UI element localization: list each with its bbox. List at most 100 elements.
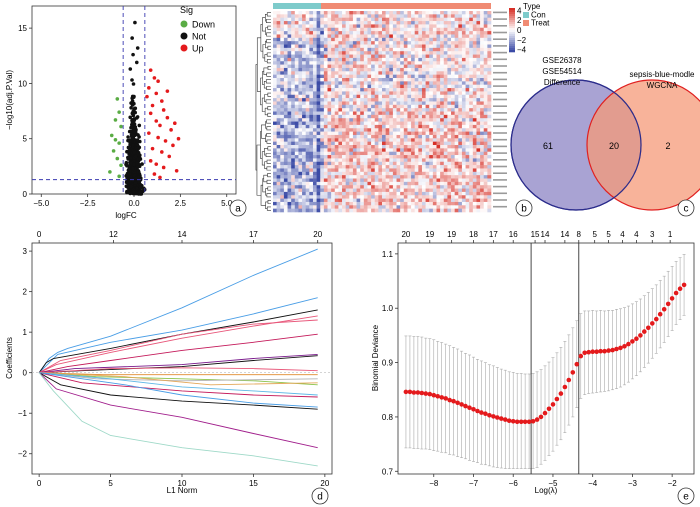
heatmap-cell (288, 138, 292, 142)
heatmap-cell (346, 68, 350, 72)
heatmap-cell (298, 118, 302, 122)
heatmap-cell (284, 78, 288, 82)
heatmap-cell (317, 175, 321, 179)
heatmap-cell (346, 101, 350, 105)
heatmap-cell (378, 61, 382, 65)
heatmap-cell (371, 125, 375, 129)
heatmap-cell (466, 41, 470, 45)
heatmap-cell (458, 115, 462, 119)
heatmap-cell (404, 112, 408, 116)
heatmap-cell (313, 91, 317, 95)
heatmap-cell (487, 108, 491, 112)
heatmap-cell (277, 101, 281, 105)
heatmap-cell (466, 175, 470, 179)
heatmap-cell (422, 18, 426, 22)
heatmap-cell (415, 75, 419, 79)
heatmap-cell (378, 155, 382, 159)
heatmap-cell (389, 122, 393, 126)
lasso-top-tick-label: 12 (109, 230, 118, 239)
heatmap-cell (371, 95, 375, 99)
heatmap-cell (313, 209, 317, 213)
heatmap-cell (378, 31, 382, 35)
heatmap-cell (328, 138, 332, 142)
heatmap-cell (302, 51, 306, 55)
heatmap-cell (353, 34, 357, 38)
heatmap-cell (375, 55, 379, 59)
heatmap-cell (364, 38, 368, 42)
heatmap-cell (444, 48, 448, 52)
heatmap-cell (451, 185, 455, 189)
heatmap-cell (378, 14, 382, 18)
heatmap-cell (371, 132, 375, 136)
heatmap-cell (426, 95, 430, 99)
heatmap-cell (342, 11, 346, 15)
heatmap-cell (480, 209, 484, 213)
heatmap-cell (415, 209, 419, 213)
heatmap-cell (484, 179, 488, 183)
heatmap-cell (473, 155, 477, 159)
heatmap-cell (335, 135, 339, 139)
heatmap-cell (317, 148, 321, 152)
heatmap-cell (353, 128, 357, 132)
heatmap-cell (389, 142, 393, 146)
heatmap-cell (476, 48, 480, 52)
heatmap-cell (393, 162, 397, 166)
heatmap-cell (433, 125, 437, 129)
heatmap-cell (397, 38, 401, 42)
heatmap-cell (364, 34, 368, 38)
heatmap-cell (284, 172, 288, 176)
heatmap-cell (440, 58, 444, 62)
heatmap-cell (484, 185, 488, 189)
heatmap-cell (455, 108, 459, 112)
heatmap-cell (353, 118, 357, 122)
heatmap-cell (342, 118, 346, 122)
heatmap-cell (447, 122, 451, 126)
heatmap-cell (404, 135, 408, 139)
lasso-x-tick-label: 15 (249, 479, 258, 488)
heatmap-cell (317, 101, 321, 105)
heatmap-cell (349, 98, 353, 102)
heatmap-cell (458, 205, 462, 209)
cv-top-tick-label: 1 (668, 230, 673, 239)
heatmap-cell (320, 45, 324, 49)
heatmap-cell (328, 38, 332, 42)
heatmap-cell (346, 135, 350, 139)
lasso-y-tick-label: −2 (18, 450, 28, 459)
heatmap-cell (306, 118, 310, 122)
heatmap-cell (280, 45, 284, 49)
heatmap-cell (371, 148, 375, 152)
heatmap-cell (284, 195, 288, 199)
heatmap-cell (404, 209, 408, 213)
colorbar-segment (509, 34, 515, 36)
heatmap-cell (375, 68, 379, 72)
heatmap-cell (433, 162, 437, 166)
heatmap-cell (324, 142, 328, 146)
heatmap-cell (328, 112, 332, 116)
heatmap-row-label-mark (493, 52, 507, 54)
heatmap-cell (309, 179, 313, 183)
cv-deviance-point (451, 399, 456, 404)
heatmap-cell (484, 95, 488, 99)
heatmap-cell (284, 31, 288, 35)
heatmap-cell (393, 48, 397, 52)
heatmap-cell (280, 68, 284, 72)
heatmap-cell (397, 132, 401, 136)
heatmap-cell (400, 168, 404, 172)
heatmap-cell (382, 145, 386, 149)
heatmap-cell (364, 95, 368, 99)
heatmap-cell (357, 165, 361, 169)
heatmap-cell (277, 152, 281, 156)
heatmap-cell (382, 95, 386, 99)
volcano-point-up (147, 131, 151, 135)
heatmap-cell (375, 41, 379, 45)
heatmap-cell (487, 45, 491, 49)
heatmap-cell (295, 185, 299, 189)
heatmap-cell (484, 182, 488, 186)
heatmap-cell (273, 172, 277, 176)
dendrogram-branch (267, 13, 271, 16)
heatmap-cell (331, 48, 335, 52)
heatmap-cell (455, 175, 459, 179)
heatmap-cell (411, 192, 415, 196)
heatmap-cell (458, 21, 462, 25)
heatmap-cell (480, 165, 484, 169)
